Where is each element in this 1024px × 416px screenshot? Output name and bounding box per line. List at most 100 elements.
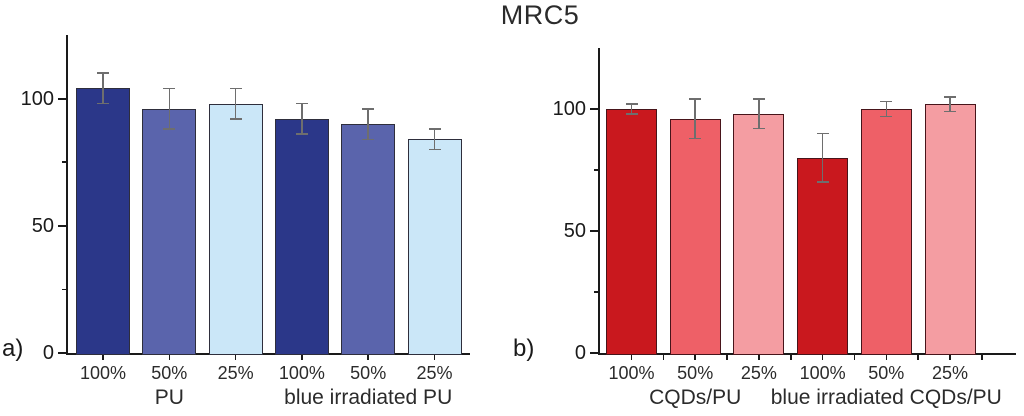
error-bar-cap-top bbox=[625, 103, 638, 105]
error-bar-cap-top bbox=[229, 87, 242, 90]
y-major-tick bbox=[590, 352, 598, 354]
error-bar-cap-bottom bbox=[816, 181, 829, 183]
x-tick-label: 100% bbox=[278, 363, 325, 383]
x-tick bbox=[949, 355, 951, 360]
error-bar bbox=[301, 103, 303, 135]
error-bar-cap-top bbox=[944, 96, 956, 98]
error-bar bbox=[758, 99, 760, 129]
x-tick-label: 25% bbox=[416, 363, 453, 383]
error-bar-cap-top bbox=[428, 128, 441, 130]
y-tick-label: 50 bbox=[563, 220, 586, 242]
bar bbox=[142, 108, 197, 355]
x-tick bbox=[367, 355, 369, 360]
x-tick bbox=[694, 355, 696, 360]
error-bar-cap-bottom bbox=[97, 102, 109, 105]
error-bar-cap-top bbox=[752, 98, 765, 100]
error-bar bbox=[630, 104, 633, 114]
group-label: blue irradiated PU bbox=[284, 386, 453, 409]
x-tick-label: 100% bbox=[79, 363, 127, 383]
y-minor-tick bbox=[594, 291, 598, 293]
y-minor-tick bbox=[62, 288, 66, 291]
y-minor-tick bbox=[594, 169, 598, 171]
y-major-tick bbox=[58, 352, 66, 354]
x-tick bbox=[301, 355, 303, 360]
y-major-tick bbox=[590, 108, 598, 110]
error-bar bbox=[168, 88, 171, 130]
x-minor-tick bbox=[981, 355, 983, 360]
bar bbox=[606, 109, 657, 355]
x-minor-tick bbox=[790, 355, 792, 360]
x-tick bbox=[885, 355, 888, 360]
x-tick-label: 25% bbox=[217, 363, 254, 383]
bar bbox=[76, 88, 130, 355]
x-tick-label: 50% bbox=[677, 363, 714, 383]
error-bar bbox=[367, 108, 369, 140]
x-tick-label: 100% bbox=[608, 363, 655, 383]
error-bar-cap-top bbox=[163, 87, 176, 90]
y-minor-tick bbox=[62, 161, 66, 163]
error-bar-cap-top bbox=[97, 72, 109, 74]
error-bar bbox=[949, 96, 951, 112]
bar bbox=[208, 103, 263, 355]
x-tick bbox=[630, 355, 633, 360]
x-minor-tick bbox=[917, 355, 919, 360]
group-label: CQDs/PU bbox=[649, 386, 742, 409]
x-tick-label: 50% bbox=[151, 363, 188, 383]
x-tick bbox=[433, 355, 436, 360]
bar bbox=[797, 157, 849, 355]
figure-title: MRC5 bbox=[500, 0, 580, 30]
group-label: blue irradiated CQDs/PU bbox=[770, 386, 1002, 409]
y-tick-label: 100 bbox=[552, 98, 586, 120]
error-bar-cap-bottom bbox=[295, 133, 308, 135]
y-axis bbox=[66, 35, 68, 355]
error-bar-cap-top bbox=[689, 98, 702, 100]
error-bar bbox=[694, 99, 696, 139]
x-tick bbox=[234, 355, 237, 360]
bar bbox=[669, 118, 721, 355]
x-tick bbox=[821, 355, 824, 360]
error-bar bbox=[821, 133, 824, 183]
x-axis bbox=[66, 353, 470, 355]
x-tick bbox=[102, 355, 104, 360]
error-bar-cap-top bbox=[362, 108, 375, 110]
y-major-tick bbox=[590, 230, 598, 232]
error-bar-cap-bottom bbox=[428, 148, 441, 151]
bar bbox=[274, 118, 329, 355]
y-tick-label: 100 bbox=[20, 87, 54, 110]
x-tick bbox=[168, 355, 171, 360]
panel-label: a) bbox=[2, 335, 24, 362]
bar bbox=[341, 124, 396, 355]
x-tick-label: 25% bbox=[931, 363, 969, 383]
y-major-tick bbox=[58, 224, 66, 227]
panel-label: b) bbox=[513, 335, 535, 362]
x-minor-tick bbox=[853, 355, 856, 360]
error-bar-cap-bottom bbox=[752, 127, 765, 130]
error-bar-cap-bottom bbox=[362, 138, 375, 141]
error-bar-cap-top bbox=[295, 102, 308, 105]
error-bar-cap-bottom bbox=[625, 113, 638, 115]
bar bbox=[860, 109, 912, 355]
y-tick-label: 0 bbox=[574, 342, 586, 364]
x-tick bbox=[758, 355, 760, 360]
x-minor-tick bbox=[726, 355, 728, 360]
error-bar-cap-top bbox=[880, 100, 893, 103]
error-bar-cap-bottom bbox=[880, 115, 893, 118]
y-tick-label: 0 bbox=[42, 342, 54, 364]
x-tick-label: 100% bbox=[799, 363, 846, 383]
x-tick-label: 25% bbox=[740, 363, 777, 383]
x-tick-label: 50% bbox=[868, 363, 905, 383]
error-bar-cap-bottom bbox=[163, 128, 176, 130]
y-tick-label: 50 bbox=[31, 214, 54, 237]
error-bar-cap-top bbox=[816, 132, 829, 135]
bar bbox=[733, 113, 785, 355]
error-bar-cap-bottom bbox=[229, 118, 242, 120]
error-bar bbox=[102, 73, 104, 104]
error-bar bbox=[885, 101, 888, 117]
error-bar bbox=[234, 88, 237, 119]
bar bbox=[407, 139, 462, 355]
y-axis bbox=[598, 48, 600, 355]
bar bbox=[924, 104, 976, 355]
y-major-tick bbox=[58, 97, 66, 100]
x-minor-tick bbox=[662, 355, 665, 360]
